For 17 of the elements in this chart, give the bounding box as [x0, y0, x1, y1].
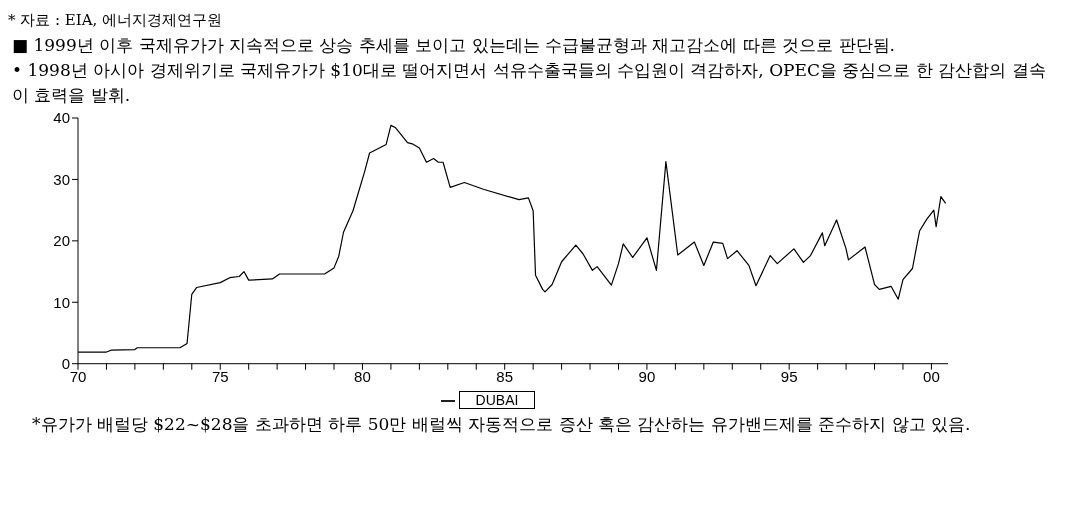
x-tick-label: 95: [780, 368, 798, 386]
text: *유가가 배럴당 $22~$28을 초과하면 하루 50만 배럴씩 자동적으로 증산 혹은 감산하는 유가밴드제를 준수하지 않고 있음.: [31, 413, 972, 436]
y-tick-label: 10: [53, 293, 70, 311]
text: • 1998년 아시아 경제위기로 국제유가가 $10대로 떨어지면서 석유수출국들의 수입원이 격감하자, OPEC을 중심으로 한 감산합의 결속이 효력을 발휘.: [11, 59, 1047, 107]
y-tick-label: 30: [53, 170, 70, 188]
y-tick-label: 20: [53, 232, 70, 250]
x-tick-label: 75: [211, 368, 229, 386]
x-tick-label: 70: [69, 368, 87, 386]
x-tick-label: 90: [638, 368, 656, 386]
y-tick-label: 0: [61, 355, 70, 373]
x-tick-label: 80: [354, 368, 371, 386]
x-tick-label: 00: [923, 368, 940, 386]
text: * 자료 : EIA, 에너지경제연구원: [8, 10, 224, 31]
x-tick-label: 85: [496, 368, 514, 386]
legend-label: DUBAI: [458, 390, 536, 409]
y-tick-label: 40: [53, 109, 70, 127]
text: ■ 1999년 이후 국제유가가 지속적으로 상승 추세를 보이고 있는데는 수급불균형과 재고감소에 따른 것으로 판단됨.: [11, 34, 896, 57]
